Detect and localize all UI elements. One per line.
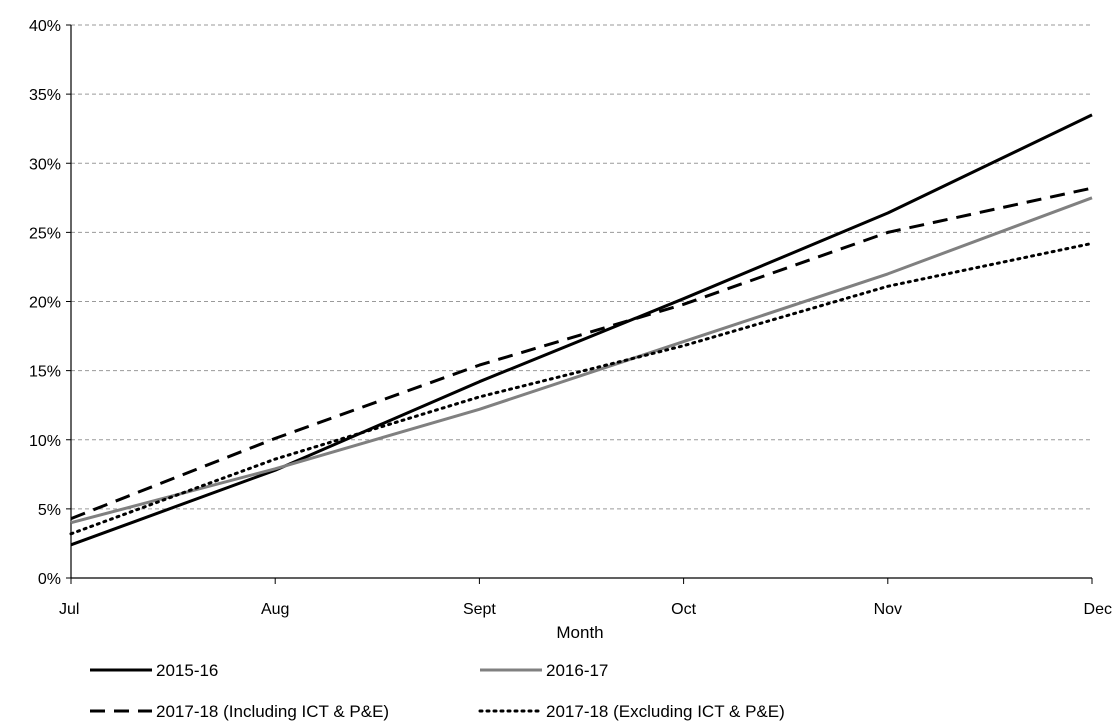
y-tick-label: 40% [29,18,61,35]
legend: 2015-16 2016-17 2017-18 (Including ICT & P… [90,661,785,721]
x-tick-label: Sept [463,601,496,618]
y-tick-label: 15% [29,364,61,381]
y-tick-label: 30% [29,156,61,173]
series-line-3 [70,186,1093,520]
x-tick-label: Dec [1084,601,1112,618]
y-tick-label: 35% [29,87,61,104]
y-tick-label: 25% [29,225,61,242]
series-lines [69,113,1094,547]
y-tick-label: 20% [29,295,61,312]
series-line-1 [70,113,1093,547]
legend-item-2: 2016-17 [480,661,608,680]
series-line-4 [69,241,1094,536]
x-tick-label: Jul [59,601,79,618]
legend-item-3: 2017-18 (Including ICT & P&E) [90,702,389,721]
x-axis-title: Month [556,623,603,642]
legend-item-1: 2015-16 [90,661,218,680]
legend-label: 2016-17 [546,661,608,680]
x-axis-tick-labels: Jul Aug Sept Oct Nov Dec [59,601,1112,618]
axes [66,24,1093,584]
legend-label: 2017-18 (Including ICT & P&E) [156,702,389,721]
legend-item-4: 2017-18 (Excluding ICT & P&E) [478,702,785,721]
y-axis-tick-labels: 0% 5% 10% 15% 20% 25% 30% 35% 40% [29,18,61,588]
y-tick-label: 5% [38,502,61,519]
y-tick-label: 10% [29,433,61,450]
x-tick-label: Nov [874,601,902,618]
x-tick-label: Oct [671,601,696,618]
legend-label: 2015-16 [156,661,218,680]
legend-label: 2017-18 (Excluding ICT & P&E) [546,702,785,721]
x-tick-label: Aug [261,601,289,618]
gridlines [71,24,1092,510]
series-line-2 [70,196,1093,525]
y-tick-label: 0% [38,571,61,588]
